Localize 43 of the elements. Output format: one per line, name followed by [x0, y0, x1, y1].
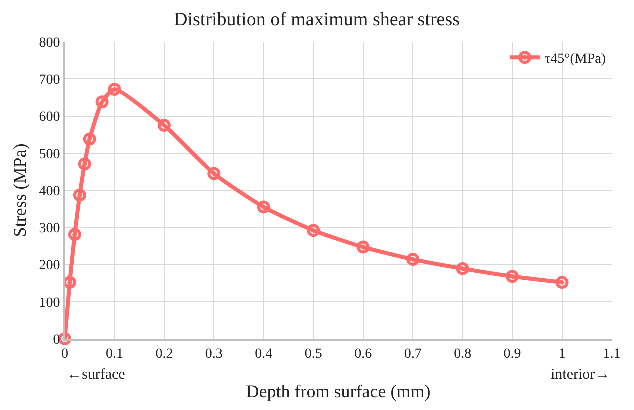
point: [307, 224, 320, 238]
x-tick-label: 0.7: [404, 346, 422, 362]
point: [108, 83, 122, 96]
point: [257, 200, 270, 214]
y-tick-label: 600: [39, 110, 60, 126]
point: [73, 188, 86, 202]
point: [58, 332, 72, 346]
y-tick-label: 0: [53, 332, 60, 348]
point: [158, 119, 171, 132]
x-tick-label: 0.3: [205, 346, 223, 362]
point: [96, 96, 109, 109]
point: [78, 158, 92, 171]
x-tick-label: 0.6: [354, 346, 372, 362]
y-tick-label: 200: [39, 258, 60, 274]
point: [63, 276, 76, 290]
x-tick-label: 1: [558, 346, 566, 362]
point: [83, 132, 96, 146]
y-tick-label: 100: [39, 296, 60, 311]
point: [356, 240, 370, 254]
point: [556, 276, 569, 290]
y-tick-label: 400: [39, 184, 60, 200]
y-tick-label: 500: [39, 147, 60, 162]
x-tick-label: 0.2: [156, 346, 174, 362]
x-tick-label: 0.9: [504, 346, 522, 362]
x-axis-title: Depth from surface (mm): [246, 381, 431, 402]
point: [208, 167, 221, 180]
y-tick-label: 300: [39, 222, 60, 237]
text: ←surface: [67, 367, 126, 383]
legend-label: τ45°(MPa): [545, 52, 606, 68]
x-tick-label: 0.1: [106, 346, 124, 362]
x-tick-label: 0.8: [454, 346, 472, 362]
point: [456, 262, 470, 276]
x-tick-label: 1.1: [603, 346, 621, 362]
point: [68, 228, 82, 242]
y-tick-label: 800: [39, 36, 60, 51]
x-tick-label: 0.4: [255, 346, 273, 362]
y-tick-label: 700: [39, 73, 60, 88]
chart-title: Distribution of maximum shear stress: [174, 10, 460, 31]
point: [506, 270, 520, 284]
text: interior→: [551, 367, 610, 383]
y-axis-title: Stress (MPa): [10, 144, 30, 238]
x-tick-label: 0.5: [304, 346, 322, 362]
point: [406, 253, 420, 266]
